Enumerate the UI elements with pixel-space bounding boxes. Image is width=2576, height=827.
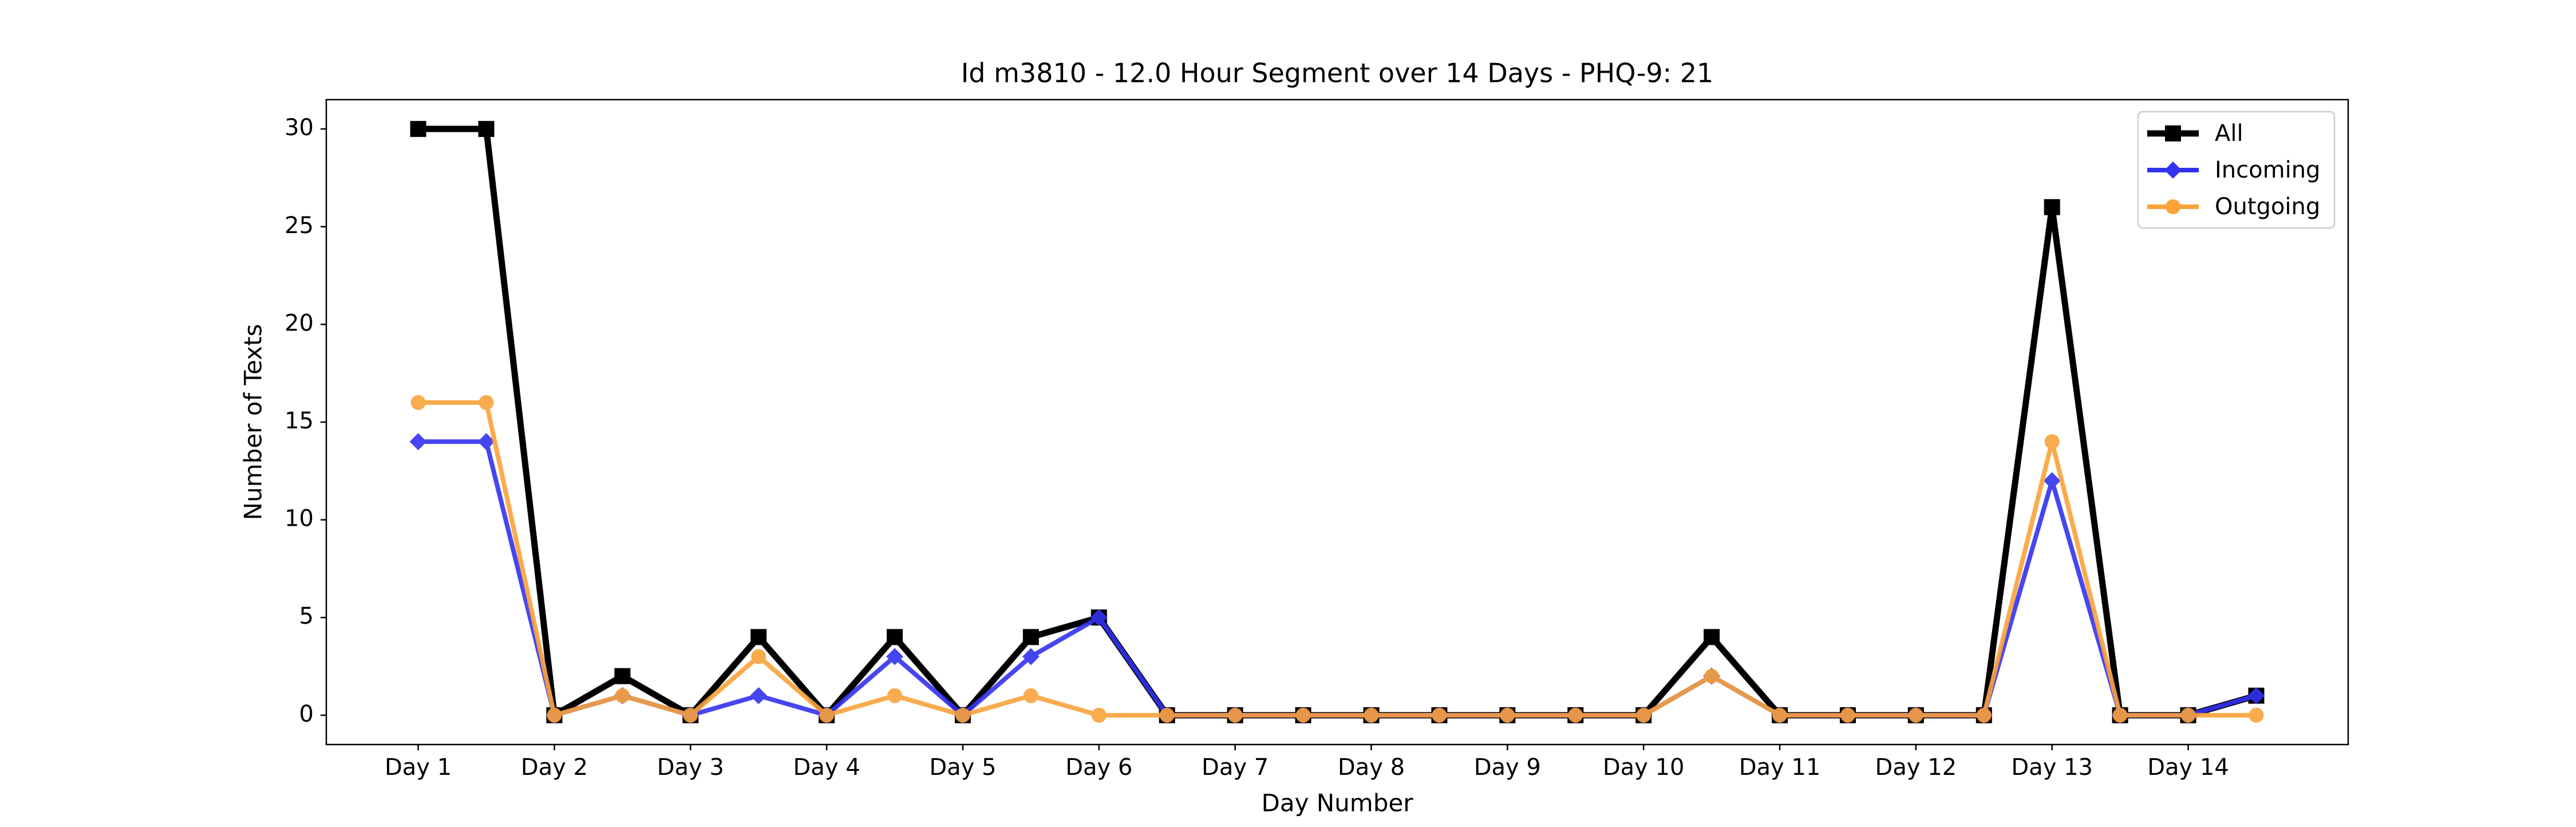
x-tick-label: Day 3 — [657, 754, 724, 781]
data-point — [547, 707, 562, 723]
data-point — [750, 629, 767, 645]
data-point — [1500, 707, 1515, 723]
legend-marker — [2164, 162, 2182, 179]
x-tick-label: Day 1 — [385, 754, 452, 781]
data-point — [1568, 707, 1583, 723]
data-point — [2112, 707, 2128, 723]
data-point — [887, 688, 903, 703]
data-point — [683, 707, 698, 723]
x-tick-label: Day 12 — [1875, 754, 1957, 781]
y-tick-label: 25 — [285, 212, 314, 239]
x-tick-label: Day 5 — [929, 754, 996, 781]
x-axis-label: Day Number — [1261, 789, 1413, 817]
y-tick-label: 15 — [285, 408, 314, 434]
data-point — [1022, 629, 1039, 645]
x-tick-label: Day 7 — [1202, 754, 1269, 781]
data-point — [1364, 707, 1379, 723]
data-point — [1227, 707, 1243, 723]
data-point — [1704, 668, 1720, 684]
series-line — [418, 400, 2257, 718]
x-tick-label: Day 11 — [1739, 754, 1821, 781]
x-tick-label: Day 6 — [1065, 754, 1132, 781]
y-tick-label: 0 — [299, 701, 314, 727]
data-point — [1091, 707, 1107, 723]
y-tick-label: 20 — [285, 310, 314, 336]
chart-title: Id m3810 - 12.0 Hour Segment over 14 Day… — [961, 58, 1714, 89]
y-tick-label: 10 — [285, 506, 314, 532]
legend-marker — [2166, 199, 2180, 214]
legend-label: All — [2215, 120, 2243, 147]
data-point — [1295, 707, 1311, 723]
y-tick-label: 5 — [299, 603, 314, 629]
legend-marker — [2165, 125, 2181, 141]
data-point — [1840, 707, 1855, 723]
legend-label: Outgoing — [2215, 194, 2320, 220]
x-tick-label: Day 14 — [2147, 754, 2229, 781]
data-point — [1976, 707, 1992, 723]
legend-box — [2137, 111, 2336, 229]
data-point — [615, 688, 630, 703]
x-tick-label: Day 10 — [1603, 754, 1685, 781]
data-point — [819, 707, 835, 723]
data-point — [477, 433, 495, 451]
data-point — [1159, 707, 1175, 723]
legend-label: Incoming — [2215, 157, 2320, 183]
data-point — [2180, 707, 2196, 723]
x-tick-label: Day 2 — [521, 754, 588, 781]
data-point — [750, 687, 768, 704]
data-point — [1432, 707, 1447, 723]
x-tick-label: Day 13 — [2011, 754, 2093, 781]
data-point — [1704, 629, 1720, 645]
plot-frame — [325, 99, 2349, 746]
data-point — [751, 649, 767, 664]
data-point — [410, 121, 426, 137]
data-point — [2044, 199, 2060, 215]
data-point — [478, 121, 495, 137]
x-tick-label: Day 4 — [793, 754, 860, 781]
data-point — [2043, 472, 2061, 490]
data-point — [1908, 707, 1923, 723]
data-point — [1022, 648, 1040, 665]
data-point — [955, 707, 970, 723]
data-point — [479, 395, 494, 410]
data-point — [2247, 687, 2265, 704]
data-point — [1772, 707, 1787, 723]
data-point — [2044, 434, 2060, 450]
data-point — [887, 629, 903, 645]
data-point — [1090, 609, 1108, 627]
y-axis-label: Number of Texts — [239, 324, 267, 521]
data-point — [1636, 707, 1652, 723]
data-point — [410, 395, 426, 410]
data-point — [409, 433, 427, 451]
x-tick-label: Day 9 — [1474, 754, 1541, 781]
data-point — [614, 668, 631, 684]
data-point — [1023, 688, 1038, 703]
y-tick-label: 30 — [285, 115, 314, 141]
data-point — [2249, 707, 2264, 723]
data-point — [886, 648, 903, 665]
series — [410, 395, 2264, 723]
x-tick-label: Day 8 — [1338, 754, 1405, 781]
